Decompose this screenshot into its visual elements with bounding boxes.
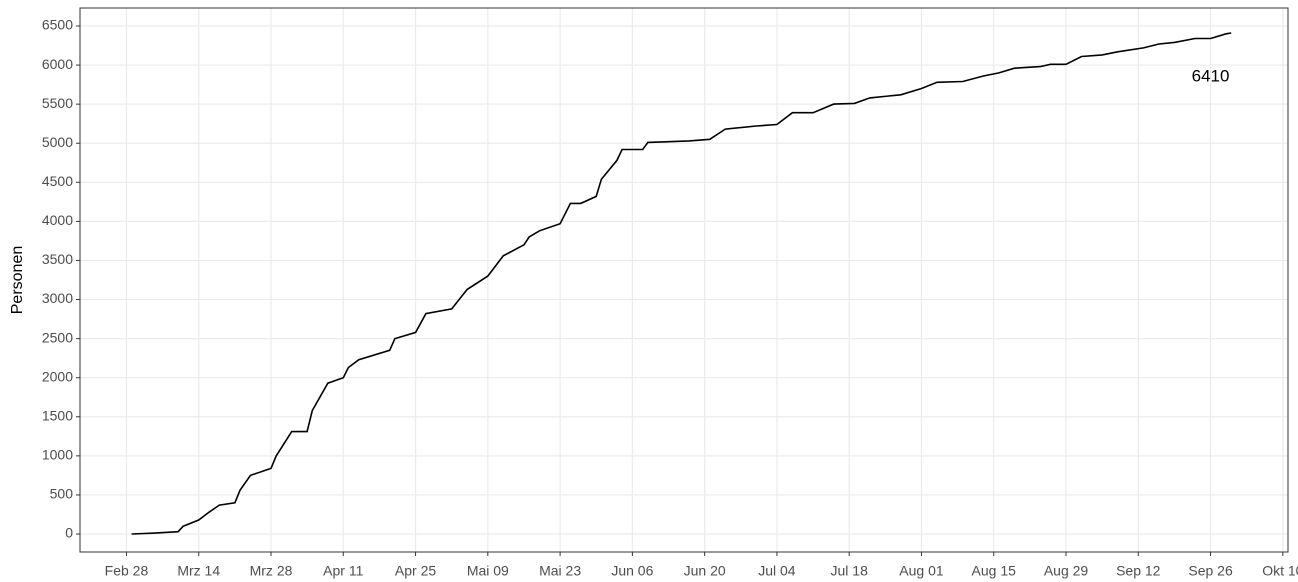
x-tick-label: Jun 20 [684,563,726,579]
y-tick-label: 5500 [42,95,73,111]
y-tick-label: 3000 [42,290,73,306]
x-tick-label: Apr 25 [395,563,436,579]
x-tick-label: Mrz 14 [177,563,220,579]
annotation: 6410 [1192,66,1230,85]
panel-border [79,7,1289,553]
y-tick-label: 1000 [42,447,73,463]
x-tick-label: Sep 12 [1116,563,1161,579]
y-tick-label: 6500 [42,17,73,33]
y-tick-label: 6000 [42,56,73,72]
x-tick-label: Feb 28 [105,563,149,579]
x-tick-label: Sep 26 [1188,563,1233,579]
x-tick-label: Jul 18 [831,563,869,579]
x-tick-label: Jul 04 [758,563,796,579]
x-tick-label: Aug 01 [899,563,944,579]
x-tick-label: Mai 23 [539,563,581,579]
y-tick-label: 500 [50,486,74,502]
x-tick-label: Mai 09 [467,563,509,579]
y-tick-label: 4500 [42,173,73,189]
y-axis-label: Personen [9,246,26,315]
x-tick-label: Aug 15 [972,563,1017,579]
line [131,32,1232,535]
y-tick-label: 5000 [42,134,73,150]
y-tick-label: 3500 [42,251,73,267]
y-tick-label: 2000 [42,368,73,384]
x-tick-label: Jun 06 [611,563,653,579]
x-tick-label: Aug 29 [1044,563,1089,579]
x-tick-label: Mrz 28 [250,563,293,579]
y-tick-label: 0 [65,525,73,541]
x-tick-label: Apr 11 [323,563,363,579]
y-tick-label: 1500 [42,407,73,423]
y-tick-label: 4000 [42,212,73,228]
y-tick-label: 2500 [42,329,73,345]
x-tick-label: Okt 10 [1262,563,1298,579]
